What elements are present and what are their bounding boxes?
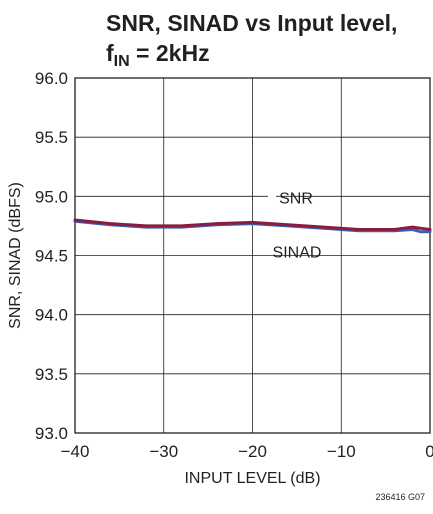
x-tick-label: −10 bbox=[327, 442, 356, 461]
x-tick-label: −30 bbox=[149, 442, 178, 461]
plot-frame bbox=[74, 77, 431, 434]
grid-lines bbox=[75, 78, 430, 433]
title-f: f bbox=[106, 40, 114, 66]
y-axis-label: SNR, SINAD (dBFS) bbox=[7, 182, 24, 329]
y-tick-label: 93.0 bbox=[35, 424, 68, 443]
x-tick-label: 0 bbox=[425, 442, 433, 461]
chart-title-line2: fIN = 2kHz bbox=[106, 38, 397, 77]
series-lines bbox=[73, 218, 432, 234]
x-tick-label: −40 bbox=[61, 442, 90, 461]
series-line-snr bbox=[73, 218, 432, 231]
chart-title: SNR, SINAD vs Input level, fIN = 2kHz bbox=[106, 8, 397, 77]
y-tick-label: 96.0 bbox=[35, 69, 68, 88]
title-rest: = 2kHz bbox=[129, 40, 210, 66]
annotations: SNR SINAD bbox=[268, 190, 322, 262]
y-tick-label: 94.5 bbox=[35, 247, 68, 266]
y-tick-label: 95.5 bbox=[35, 128, 68, 147]
y-tick-label: 95.0 bbox=[35, 187, 68, 206]
annotation-snr: SNR bbox=[279, 190, 313, 207]
y-tick-label: 93.5 bbox=[35, 365, 68, 384]
annotation-sinad: SINAD bbox=[273, 245, 322, 262]
title-subscript: IN bbox=[113, 53, 130, 70]
x-tick-label: −20 bbox=[238, 442, 267, 461]
tick-labels: −40 −30 −20 −10 0 93.0 93.5 94.0 94.5 95.0 95.5 96.… bbox=[35, 69, 433, 461]
y-tick-label: 94.0 bbox=[35, 306, 68, 325]
chart-title-line1: SNR, SINAD vs Input level, bbox=[106, 10, 398, 36]
figure-id: 236416 G07 bbox=[375, 492, 425, 502]
x-axis-label: INPUT LEVEL (dB) bbox=[184, 470, 320, 487]
